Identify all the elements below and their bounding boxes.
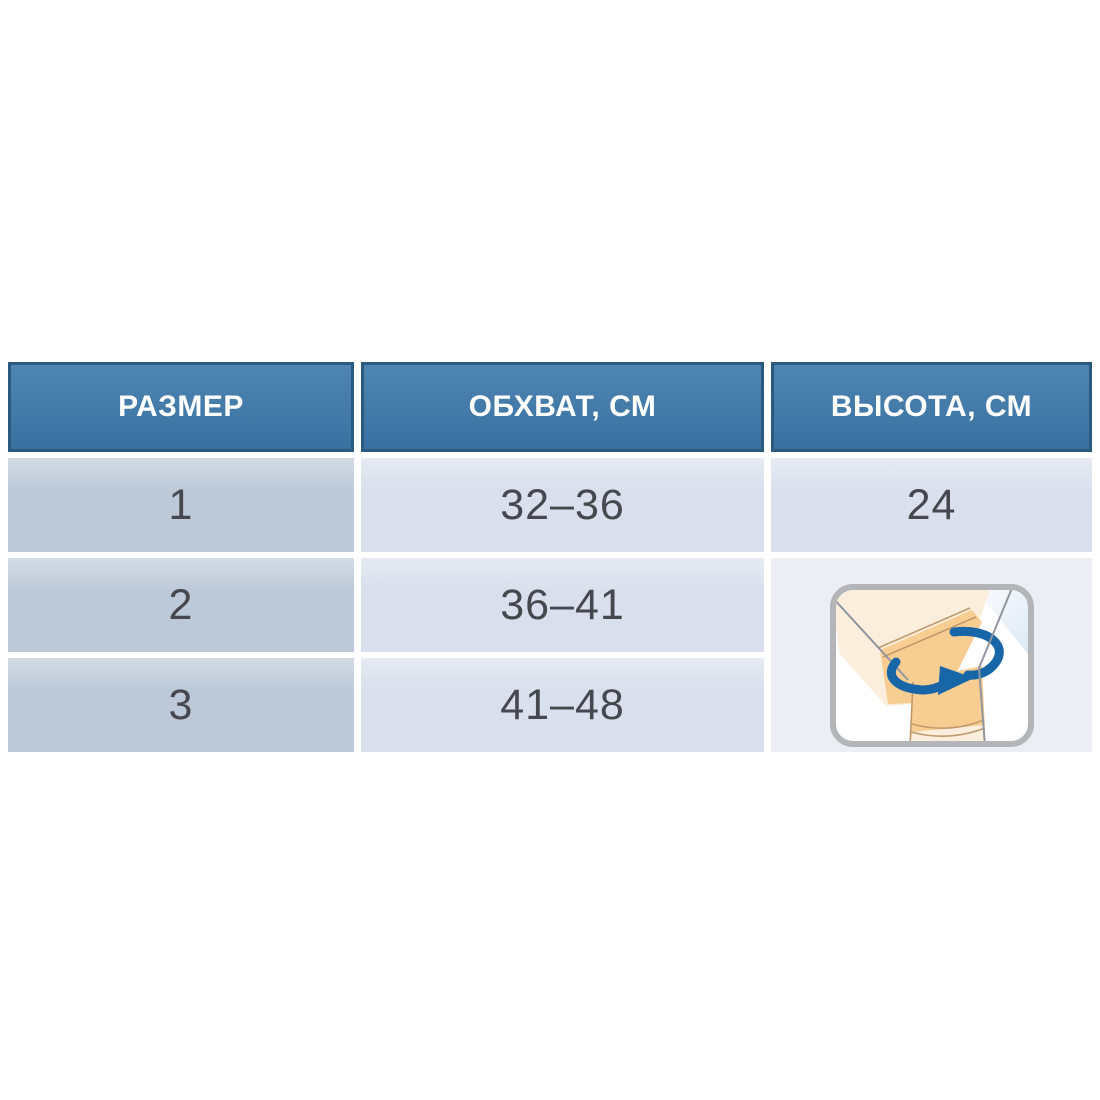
column-header-height: ВЫСОТА, СМ xyxy=(771,362,1092,452)
cell-circumference-2: 36–41 xyxy=(361,558,764,652)
cell-size-2: 2 xyxy=(8,558,354,652)
column-header-circumference: ОБХВАТ, СМ xyxy=(361,362,764,452)
size-table: РАЗМЕР ОБХВАТ, СМ ВЫСОТА, СМ 1 32–36 24 … xyxy=(8,362,1092,752)
rotation-arrow-back-arc xyxy=(949,626,1004,680)
knee-measurement-illustration xyxy=(829,584,1034,747)
cell-height-1: 24 xyxy=(771,458,1092,552)
background-shading xyxy=(969,587,1031,664)
cell-size-3: 3 xyxy=(8,658,354,752)
column-header-size: РАЗМЕР xyxy=(8,362,354,452)
cell-size-1: 1 xyxy=(8,458,354,552)
cell-circumference-1: 32–36 xyxy=(361,458,764,552)
illustration-frame xyxy=(829,584,1034,747)
cell-circumference-3: 41–48 xyxy=(361,658,764,752)
rotation-arrow-icon xyxy=(886,657,974,695)
cell-height-merged-illustration xyxy=(771,558,1092,752)
